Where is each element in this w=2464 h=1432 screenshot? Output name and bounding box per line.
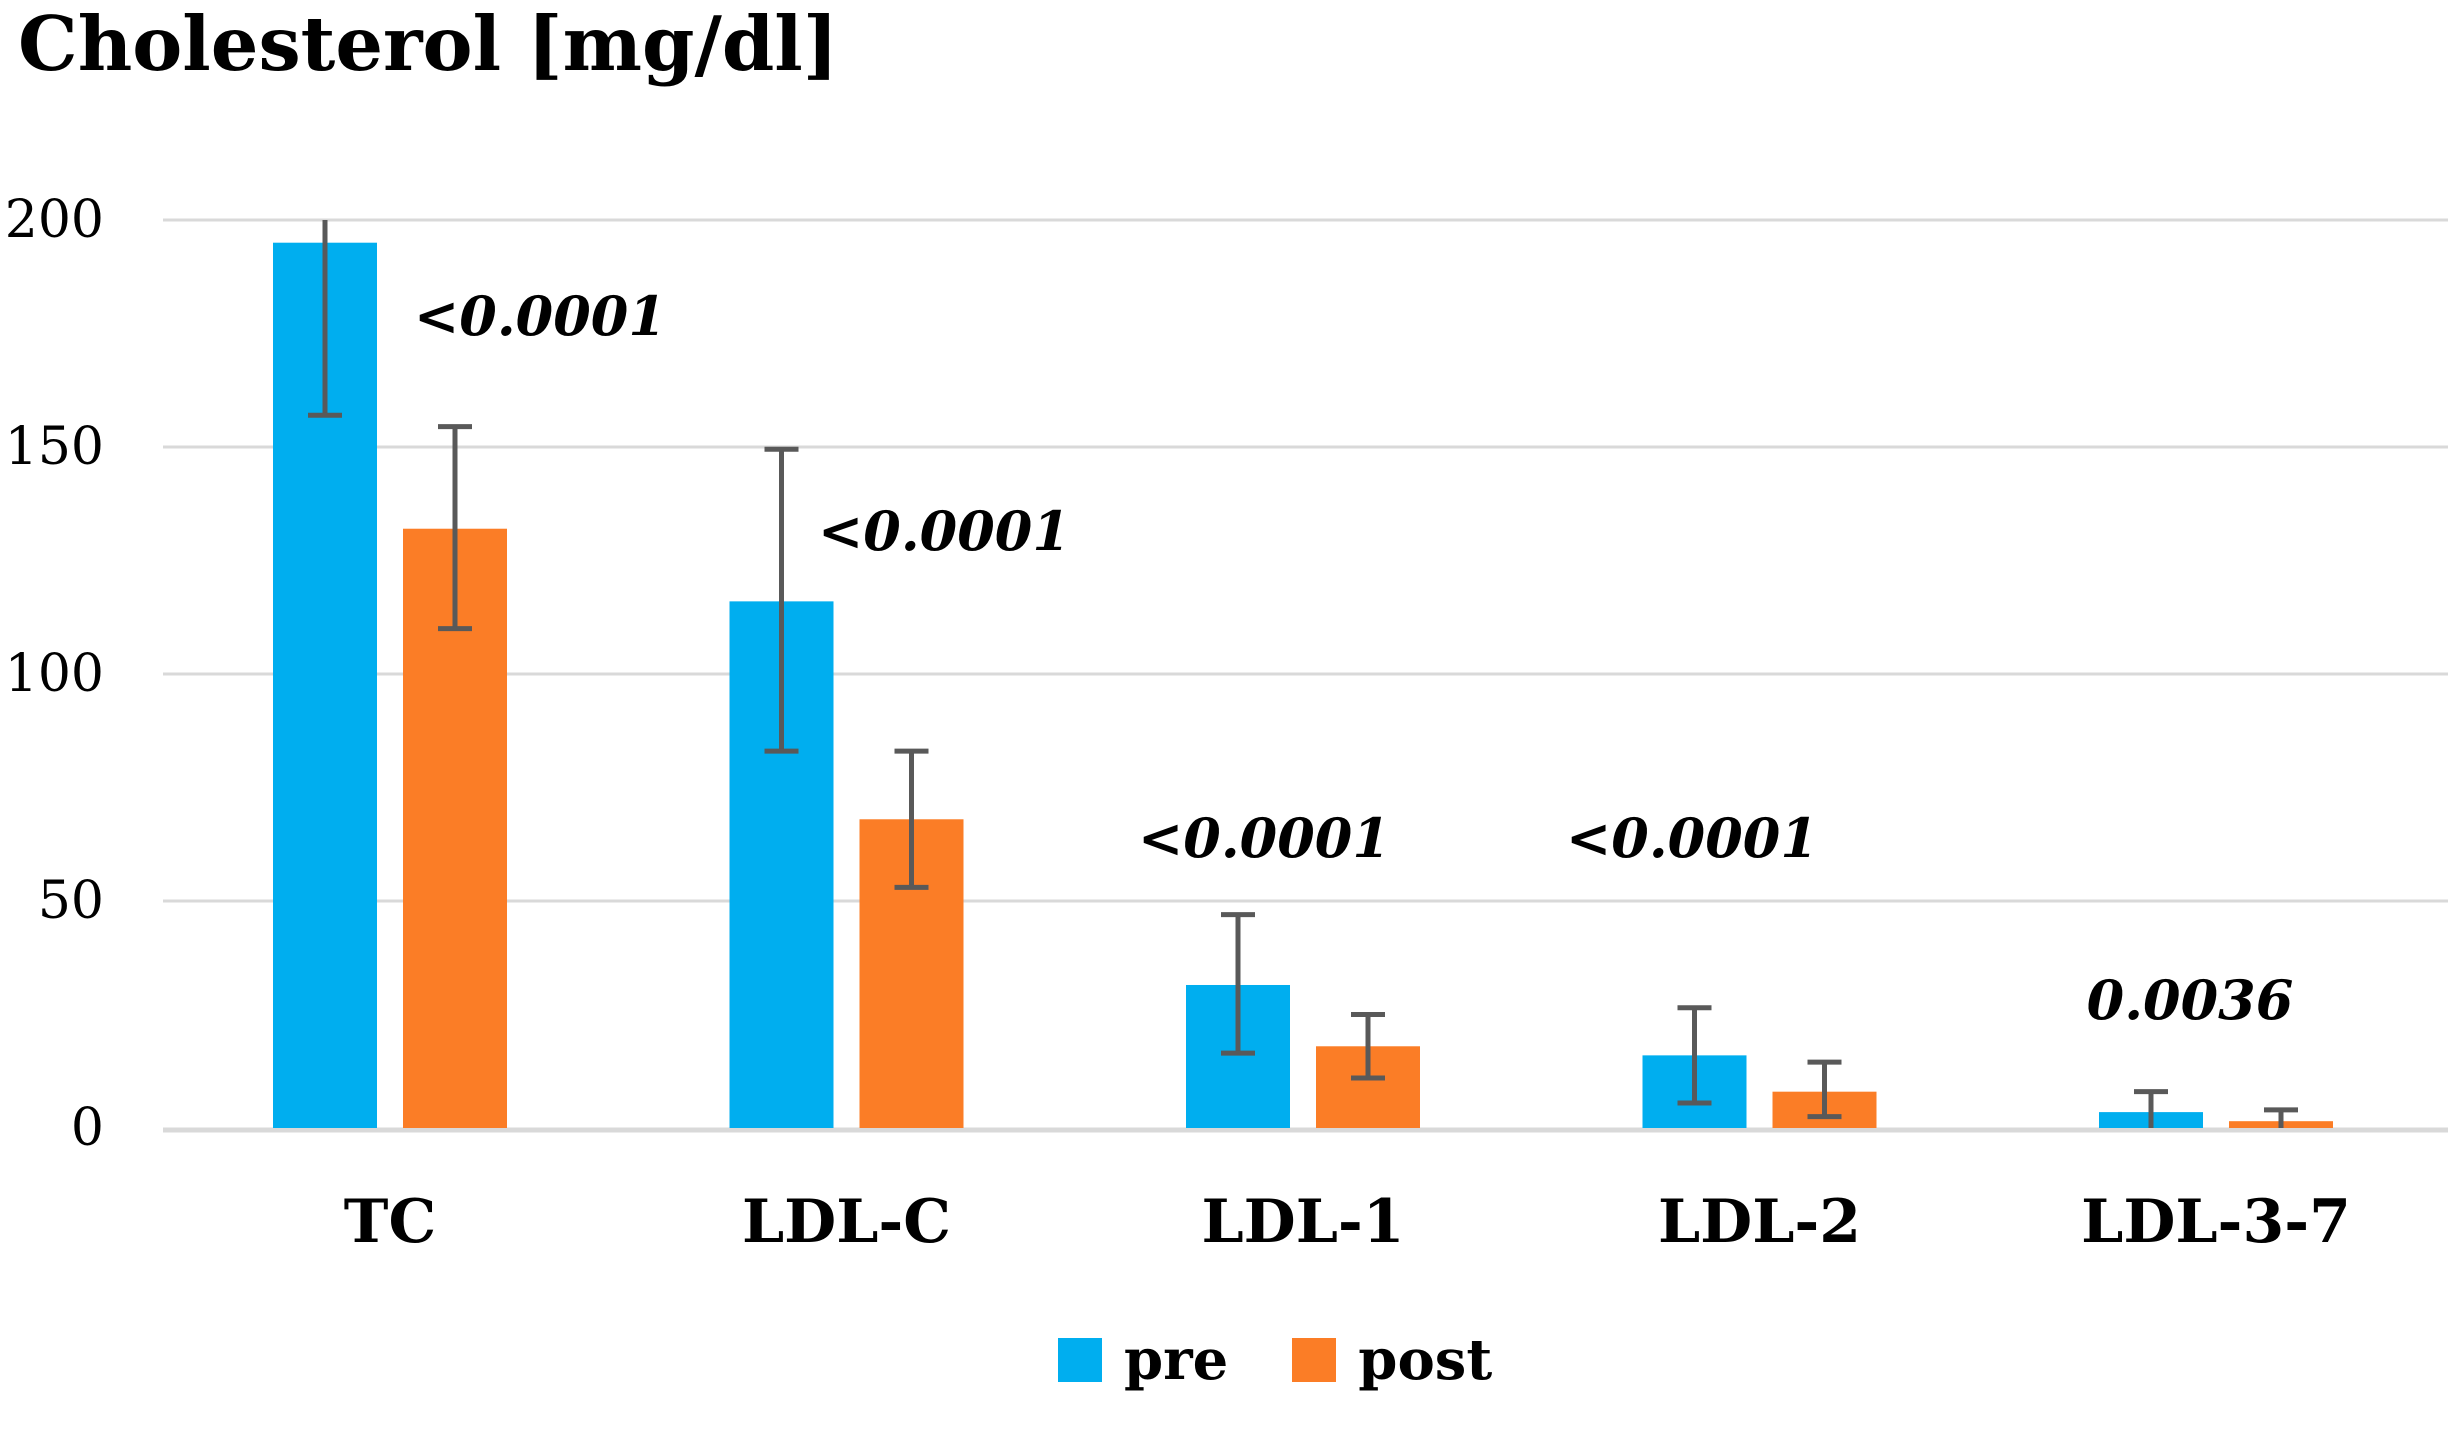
legend-swatch-pre <box>1058 1338 1102 1382</box>
category-label-TC: TC <box>344 1187 436 1257</box>
legend-swatch-post <box>1292 1338 1337 1382</box>
legend-item-post: post <box>1292 1332 1492 1388</box>
legend-label-post: post <box>1358 1327 1493 1393</box>
legend-item-pre: pre <box>1058 1332 1228 1388</box>
y-tick-label: 50 <box>38 871 104 931</box>
category-label-LDL-C: LDL-C <box>742 1187 951 1257</box>
p-value-annotation-TC: <0.0001 <box>414 284 666 348</box>
p-value-annotation-LDL-1: <0.0001 <box>1138 806 1390 870</box>
y-tick-label: 200 <box>5 190 104 250</box>
chart-legend: pre post <box>1058 1332 1492 1388</box>
p-value-annotation-LDL-3-7: 0.0036 <box>2087 968 2294 1032</box>
p-value-annotation-LDL-2: <0.0001 <box>1566 806 1818 870</box>
category-label-LDL-1: LDL-1 <box>1201 1187 1404 1257</box>
category-label-LDL-2: LDL-2 <box>1658 1187 1861 1257</box>
y-tick-label: 100 <box>5 644 104 704</box>
y-tick-label: 0 <box>71 1098 104 1158</box>
chart-title: Cholesterol [mg/dl] <box>18 0 839 88</box>
y-tick-label: 150 <box>5 417 104 477</box>
p-value-annotation-LDL-C: <0.0001 <box>818 499 1070 563</box>
legend-label-pre: pre <box>1124 1327 1229 1393</box>
category-label-LDL-3-7: LDL-3-7 <box>2081 1187 2351 1257</box>
